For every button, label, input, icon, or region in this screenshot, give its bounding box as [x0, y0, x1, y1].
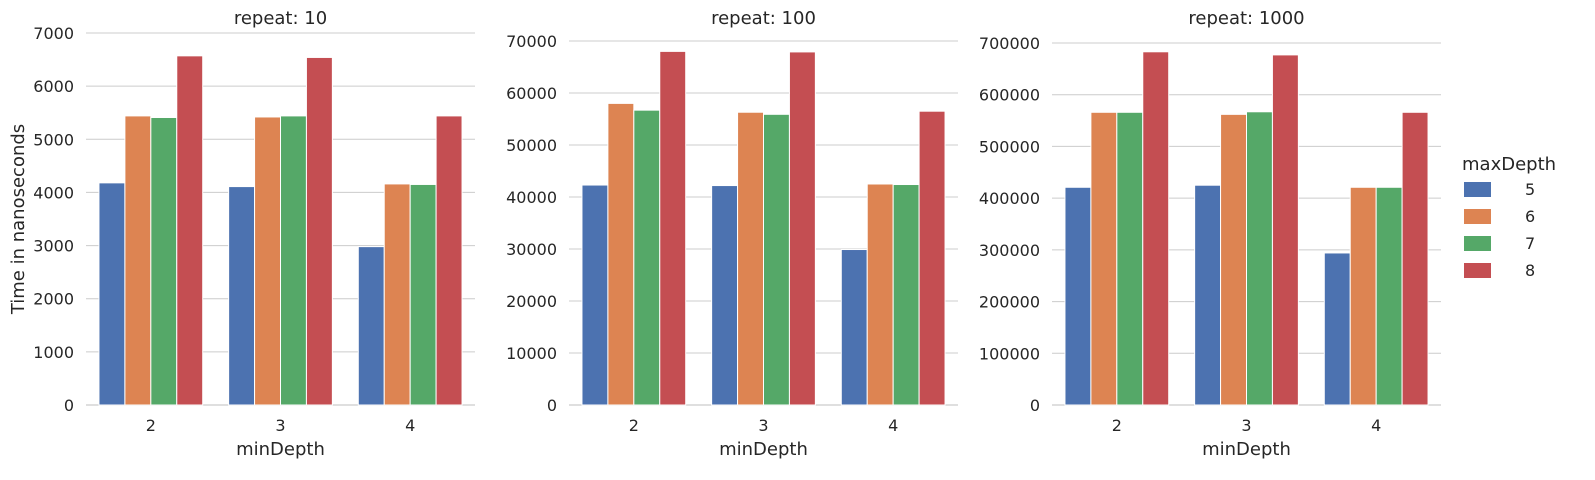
bar — [150, 116, 178, 406]
bar — [280, 115, 307, 406]
bar — [435, 115, 463, 406]
y-tick-label: 30000 — [506, 240, 557, 259]
y-tick-label: 300000 — [979, 241, 1040, 260]
bar — [98, 182, 126, 406]
y-tick-label: 200000 — [979, 293, 1040, 312]
x-tick-label: 3 — [758, 416, 768, 435]
y-tick-label: 5000 — [33, 130, 74, 149]
bar — [1220, 113, 1247, 406]
y-tick-label: 20000 — [506, 292, 557, 311]
bar — [1323, 252, 1351, 406]
bar — [1246, 111, 1273, 406]
x-tick-label: 2 — [146, 416, 156, 435]
bar — [1194, 184, 1222, 406]
y-axis-label: Time in nanoseconds — [8, 124, 29, 315]
bar — [228, 186, 256, 406]
bar — [1375, 186, 1403, 406]
y-tick-label: 0 — [547, 396, 557, 415]
bar — [305, 56, 333, 406]
bar — [788, 51, 816, 406]
x-tick-label: 4 — [888, 416, 898, 435]
x-tick-label: 3 — [275, 416, 285, 435]
legend-swatch — [1464, 236, 1491, 251]
x-tick-label: 4 — [1371, 416, 1381, 435]
x-axis-label: minDepth — [236, 439, 325, 460]
bar — [357, 246, 385, 406]
bar — [763, 113, 790, 406]
y-tick-label: 2000 — [33, 290, 74, 309]
bar — [1142, 51, 1170, 406]
y-tick-label: 60000 — [506, 84, 557, 103]
bar — [254, 116, 281, 406]
bar — [866, 183, 894, 406]
bar — [918, 110, 946, 406]
y-tick-label: 500000 — [979, 137, 1040, 156]
legend-swatch — [1464, 182, 1491, 197]
bar — [1349, 186, 1377, 406]
bar — [383, 183, 411, 406]
bar — [659, 50, 687, 406]
bar — [1401, 111, 1429, 406]
bar — [840, 249, 868, 406]
bar — [1090, 111, 1118, 406]
bar — [892, 184, 920, 406]
y-tick-label: 7000 — [33, 24, 74, 43]
chart-panel-3: 0 100000 200000 300000 400000 500000 600000 700… — [979, 8, 1441, 460]
bar — [409, 183, 437, 406]
x-tick-label: 2 — [1112, 416, 1122, 435]
bar — [633, 109, 661, 406]
legend-swatch — [1464, 263, 1491, 278]
bar — [581, 184, 609, 406]
x-axis-label: minDepth — [719, 439, 808, 460]
legend-label: 5 — [1525, 180, 1535, 199]
y-tick-label: 10000 — [506, 344, 557, 363]
bar — [176, 55, 204, 406]
legend-label: 8 — [1525, 261, 1535, 280]
chart-panel-2: 0 10000 20000 30000 40000 50000 60000 70000 2 3 4 r… — [506, 8, 958, 460]
panel-title: repeat: 1000 — [1188, 8, 1304, 29]
y-tick-label: 70000 — [506, 32, 557, 51]
y-tick-label: 4000 — [33, 183, 74, 202]
x-axis-label: minDepth — [1202, 439, 1291, 460]
x-tick-label: 2 — [629, 416, 639, 435]
bar — [1271, 54, 1299, 406]
bar — [737, 111, 764, 406]
y-tick-label: 400000 — [979, 189, 1040, 208]
y-tick-label: 100000 — [979, 344, 1040, 363]
legend-swatch — [1464, 209, 1491, 224]
y-tick-label: 1000 — [33, 343, 74, 362]
y-tick-label: 3000 — [33, 237, 74, 256]
x-tick-label: 4 — [405, 416, 415, 435]
bar — [607, 102, 635, 406]
y-tick-label: 600000 — [979, 86, 1040, 105]
y-tick-label: 40000 — [506, 188, 557, 207]
legend-items: 5 6 7 8 — [1464, 180, 1535, 280]
legend-label: 7 — [1525, 234, 1535, 253]
y-tick-label: 700000 — [979, 34, 1040, 53]
y-tick-label: 0 — [1030, 396, 1040, 415]
panel-title: repeat: 10 — [234, 8, 327, 29]
legend-title: maxDepth — [1462, 154, 1556, 175]
bar — [124, 115, 152, 406]
panel-title: repeat: 100 — [711, 8, 816, 29]
chart-panel-1: 0 1000 2000 3000 4000 5000 6000 7000 2 3 4 repeat: … — [8, 8, 475, 460]
bar — [1064, 186, 1092, 406]
chart-panels: 0 1000 2000 3000 4000 5000 6000 7000 2 3 4 repeat: … — [8, 8, 1441, 460]
y-tick-label: 50000 — [506, 136, 557, 155]
chart-legend: maxDepth 5 6 7 8 — [1462, 154, 1556, 280]
legend-label: 6 — [1525, 207, 1535, 226]
y-tick-label: 0 — [64, 396, 74, 415]
y-tick-label: 6000 — [33, 77, 74, 96]
bar — [711, 185, 739, 406]
bar — [1116, 111, 1144, 406]
x-tick-label: 3 — [1241, 416, 1251, 435]
